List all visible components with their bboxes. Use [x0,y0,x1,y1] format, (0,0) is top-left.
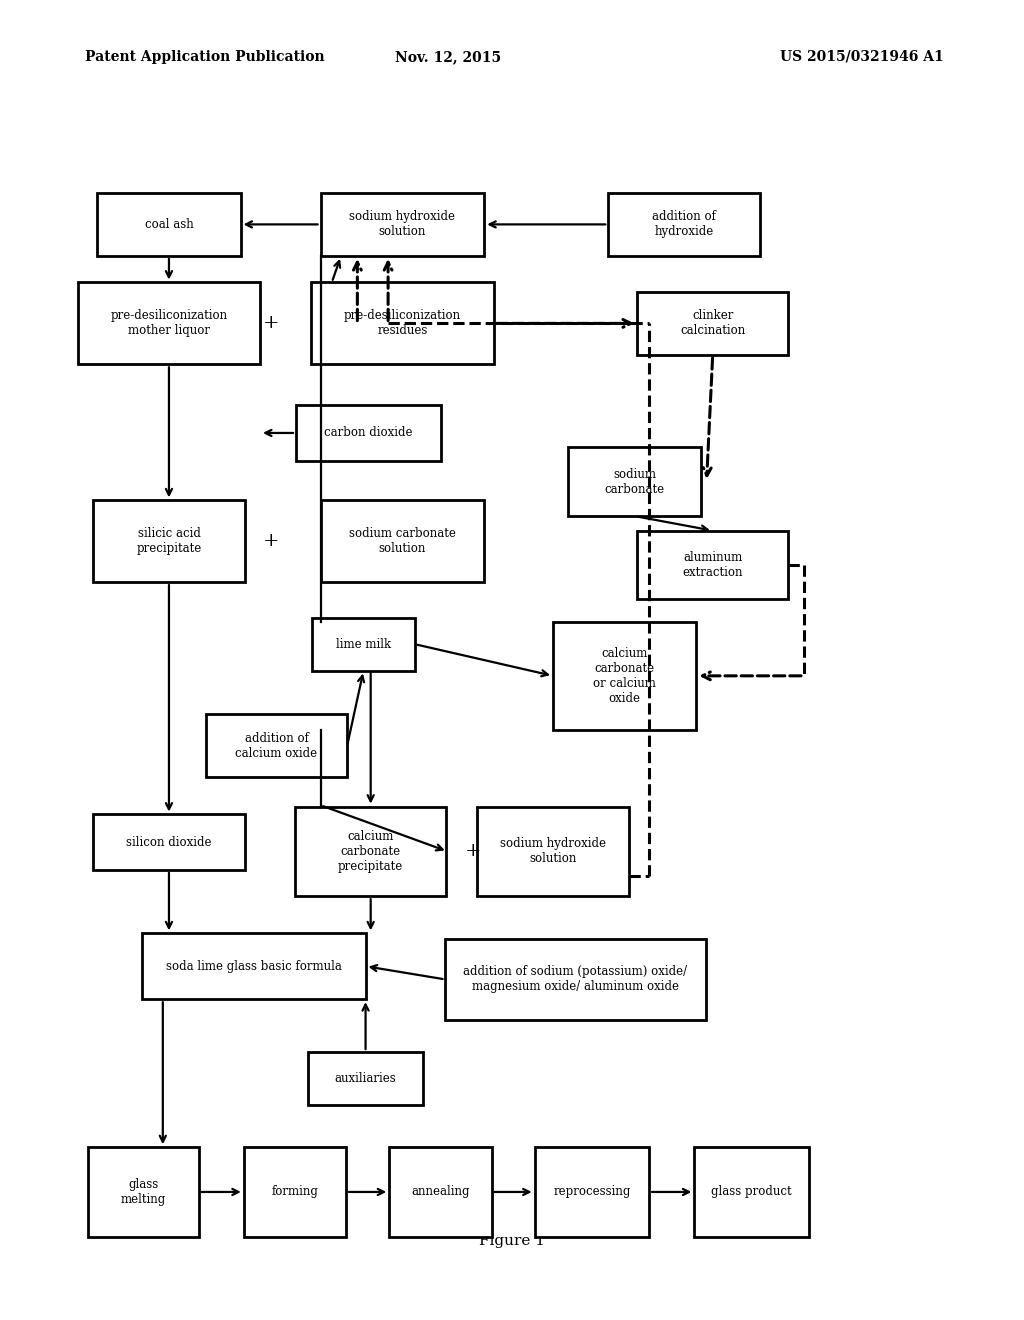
Text: carbon dioxide: carbon dioxide [325,426,413,440]
FancyBboxPatch shape [88,1147,199,1237]
FancyBboxPatch shape [142,933,366,999]
FancyBboxPatch shape [308,1052,423,1105]
FancyBboxPatch shape [608,193,760,256]
FancyBboxPatch shape [553,622,696,730]
FancyBboxPatch shape [312,618,415,671]
FancyBboxPatch shape [78,282,260,364]
FancyBboxPatch shape [295,807,446,896]
Text: clinker
calcination: clinker calcination [680,309,745,338]
Text: addition of
hydroxide: addition of hydroxide [652,210,716,239]
Text: soda lime glass basic formula: soda lime glass basic formula [166,960,342,973]
Text: sodium
carbonate: sodium carbonate [605,467,665,496]
Text: +: + [465,842,481,861]
Text: reprocessing: reprocessing [553,1185,631,1199]
Text: forming: forming [271,1185,318,1199]
FancyBboxPatch shape [97,193,241,256]
FancyBboxPatch shape [477,807,629,896]
Text: annealing: annealing [411,1185,470,1199]
Text: silicon dioxide: silicon dioxide [126,836,212,849]
FancyBboxPatch shape [93,814,245,870]
FancyBboxPatch shape [637,531,788,599]
Text: lime milk: lime milk [336,638,391,651]
Text: addition of
calcium oxide: addition of calcium oxide [236,731,317,760]
Text: addition of sodium (potassium) oxide/
magnesium oxide/ aluminum oxide: addition of sodium (potassium) oxide/ ma… [464,965,687,994]
FancyBboxPatch shape [535,1147,649,1237]
Text: coal ash: coal ash [144,218,194,231]
Text: calcium
carbonate
precipitate: calcium carbonate precipitate [338,830,403,873]
Text: calcium
carbonate
or calcium
oxide: calcium carbonate or calcium oxide [593,647,656,705]
Text: Figure 1: Figure 1 [479,1234,545,1247]
Text: silicic acid
precipitate: silicic acid precipitate [136,527,202,556]
FancyBboxPatch shape [637,292,788,355]
Text: sodium carbonate
solution: sodium carbonate solution [349,527,456,556]
Text: Patent Application Publication: Patent Application Publication [85,50,325,63]
Text: sodium hydroxide
solution: sodium hydroxide solution [500,837,606,866]
FancyBboxPatch shape [389,1147,492,1237]
FancyBboxPatch shape [296,405,441,461]
FancyBboxPatch shape [311,282,494,364]
Text: sodium hydroxide
solution: sodium hydroxide solution [349,210,456,239]
FancyBboxPatch shape [321,193,484,256]
FancyBboxPatch shape [244,1147,346,1237]
FancyBboxPatch shape [694,1147,809,1237]
FancyBboxPatch shape [93,500,245,582]
Text: US 2015/0321946 A1: US 2015/0321946 A1 [780,50,944,63]
Text: glass product: glass product [712,1185,792,1199]
Text: aluminum
extraction: aluminum extraction [682,550,743,579]
FancyBboxPatch shape [445,939,706,1020]
Text: pre-desiliconization
residues: pre-desiliconization residues [344,309,461,338]
Text: +: + [263,532,280,550]
Text: +: + [263,314,280,333]
Text: glass
melting: glass melting [121,1177,166,1206]
Text: Nov. 12, 2015: Nov. 12, 2015 [395,50,502,63]
Text: auxiliaries: auxiliaries [335,1072,396,1085]
FancyBboxPatch shape [321,500,484,582]
FancyBboxPatch shape [568,447,701,516]
Text: pre-desiliconization
mother liquor: pre-desiliconization mother liquor [111,309,227,338]
FancyBboxPatch shape [206,714,347,777]
